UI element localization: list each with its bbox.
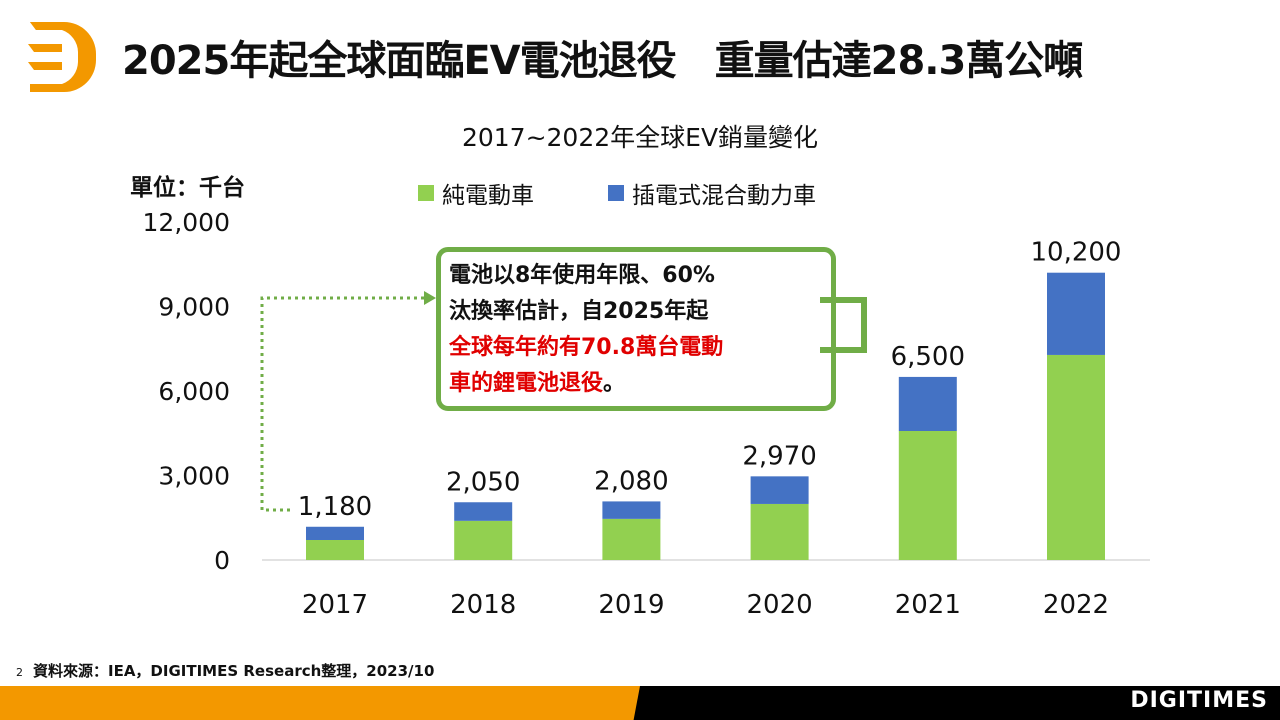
data-label: 6,500	[891, 342, 965, 372]
stacked-bar-chart: 0 3,000 6,000 9,000 12,000 2017 1,180 2018 2,050…	[143, 208, 1150, 620]
legend-label: 插電式混合動力車	[632, 183, 816, 209]
arrow-head-icon	[424, 291, 436, 305]
digitimes-logo-icon	[28, 22, 96, 92]
bar-segment	[898, 376, 957, 431]
legend-item-bev: 純電動車	[418, 176, 534, 210]
x-tick-label: 2018	[450, 590, 516, 620]
footer-brand: DIGITIMES	[1130, 688, 1268, 713]
source-text: 資料來源：IEA，DIGITIMES Research整理，2023/10	[33, 662, 435, 680]
unit-label: 單位：千台	[130, 175, 245, 201]
data-label: 2,080	[594, 466, 668, 496]
y-tick-label: 0	[214, 546, 230, 575]
bar-segment	[750, 503, 809, 560]
source-note: 2 資料來源：IEA，DIGITIMES Research整理，2023/10	[16, 660, 434, 681]
legend-label: 純電動車	[442, 183, 534, 209]
data-label: 1,180	[298, 492, 372, 522]
dotted-arrow-line	[260, 296, 426, 512]
x-tick-label: 2022	[1043, 590, 1109, 620]
y-tick-label: 6,000	[158, 377, 230, 406]
bar-segment	[602, 518, 661, 560]
bar-segment	[454, 502, 513, 521]
bar-segment	[750, 476, 809, 504]
callout-line: 汰換率估計，自2025年起	[449, 299, 709, 324]
page-title: 2025年起全球面臨EV電池退役 重量估達28.3萬公噸	[122, 38, 1083, 84]
callout-bracket	[820, 297, 867, 353]
callout-highlight: 車的鋰電池退役	[449, 371, 604, 396]
callout-period: 。	[603, 371, 626, 396]
legend-swatch	[418, 185, 434, 201]
bar-segment	[454, 520, 513, 560]
bar-segment	[1047, 272, 1105, 355]
legend-item-phev: 插電式混合動力車	[608, 176, 816, 210]
chart-title: 2017~2022年全球EV銷量變化	[461, 123, 819, 152]
data-label: 10,200	[1031, 238, 1122, 268]
x-tick-label: 2019	[598, 590, 664, 620]
bar-segment	[1047, 354, 1105, 560]
bar-segment	[602, 501, 661, 519]
y-tick-label: 12,000	[143, 208, 230, 237]
y-tick-label: 3,000	[158, 462, 230, 491]
y-tick-label: 9,000	[158, 293, 230, 322]
callout-highlight: 全球每年約有70.8萬台電動	[449, 335, 724, 360]
x-tick-label: 2021	[895, 590, 961, 620]
callout-box: 電池以8年使用年限、60% 汰換率估計，自2025年起 全球每年約有70.8萬台…	[436, 247, 836, 411]
x-tick-label: 2017	[302, 590, 368, 620]
bar-segment	[898, 430, 957, 560]
bar-segment	[306, 526, 364, 541]
legend-swatch	[608, 185, 624, 201]
callout-line: 電池以8年使用年限、60%	[449, 263, 715, 288]
page-number: 2	[16, 666, 23, 679]
bar-segment	[306, 540, 364, 560]
x-tick-label: 2020	[747, 590, 813, 620]
data-label: 2,050	[446, 467, 520, 497]
data-label: 2,970	[742, 441, 816, 471]
footer-bar	[0, 686, 1280, 720]
